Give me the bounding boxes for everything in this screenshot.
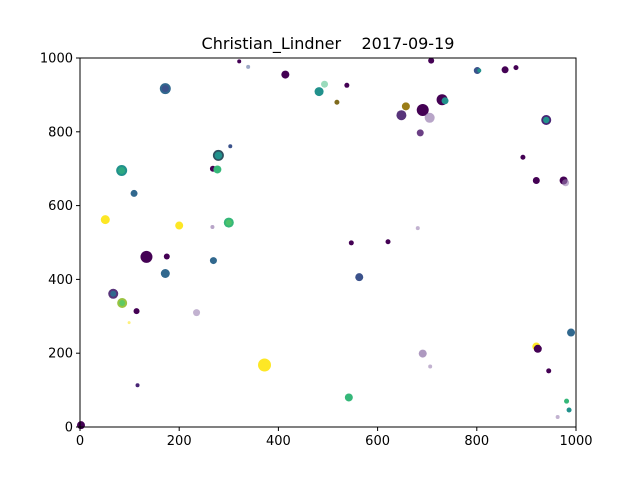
data-point — [321, 81, 328, 88]
data-point — [215, 152, 223, 160]
data-point — [567, 329, 575, 337]
data-point — [228, 144, 232, 148]
x-tick-label: 800 — [464, 434, 489, 449]
data-point — [134, 308, 140, 314]
data-point — [258, 359, 271, 372]
data-point — [546, 368, 551, 373]
data-point — [162, 85, 169, 92]
data-point — [355, 273, 363, 281]
data-point — [349, 240, 354, 245]
data-point — [77, 421, 85, 429]
data-point — [520, 155, 525, 160]
data-point — [345, 393, 353, 401]
data-point — [237, 59, 241, 63]
data-point — [226, 220, 232, 226]
data-point — [562, 179, 569, 186]
data-point — [344, 83, 349, 88]
data-point — [564, 399, 569, 404]
data-point — [513, 65, 518, 70]
data-point — [131, 190, 138, 197]
data-point — [161, 269, 170, 278]
data-point — [396, 110, 406, 120]
y-tick-label: 800 — [48, 125, 73, 140]
data-point — [128, 321, 131, 324]
data-point — [567, 408, 572, 413]
data-point — [101, 215, 110, 224]
data-point — [402, 102, 410, 110]
data-point — [533, 177, 540, 184]
data-point — [246, 65, 250, 69]
data-point — [417, 129, 424, 136]
data-point — [416, 226, 420, 230]
data-point — [477, 69, 481, 73]
data-point — [164, 254, 170, 260]
data-point — [334, 100, 339, 105]
data-point — [210, 257, 217, 264]
data-point — [119, 300, 125, 306]
data-point — [281, 71, 289, 79]
y-tick-label: 200 — [48, 347, 73, 362]
data-point — [210, 225, 214, 229]
x-tick-label: 400 — [266, 434, 291, 449]
data-point — [136, 383, 140, 387]
data-point — [118, 167, 125, 174]
data-point — [213, 165, 221, 173]
data-point — [502, 66, 509, 73]
data-point — [543, 117, 549, 123]
data-point — [428, 364, 432, 368]
chart-title: Christian_Lindner 2017-09-19 — [202, 34, 455, 54]
data-point — [193, 309, 200, 316]
data-point — [534, 345, 542, 353]
data-point — [140, 251, 152, 263]
data-point — [315, 87, 324, 96]
data-point — [110, 291, 116, 297]
x-tick-label: 200 — [167, 434, 192, 449]
data-point — [425, 113, 435, 123]
y-tick-label: 400 — [48, 273, 73, 288]
data-point — [442, 97, 449, 104]
y-tick-label: 1000 — [40, 52, 73, 67]
data-point — [386, 239, 391, 244]
data-point — [419, 350, 427, 358]
data-point — [175, 222, 183, 230]
y-tick-label: 0 — [65, 421, 73, 436]
x-tick-label: 0 — [76, 434, 84, 449]
x-tick-label: 600 — [365, 434, 390, 449]
data-point — [556, 415, 560, 419]
y-tick-label: 600 — [48, 199, 73, 214]
x-tick-label: 1000 — [559, 434, 592, 449]
